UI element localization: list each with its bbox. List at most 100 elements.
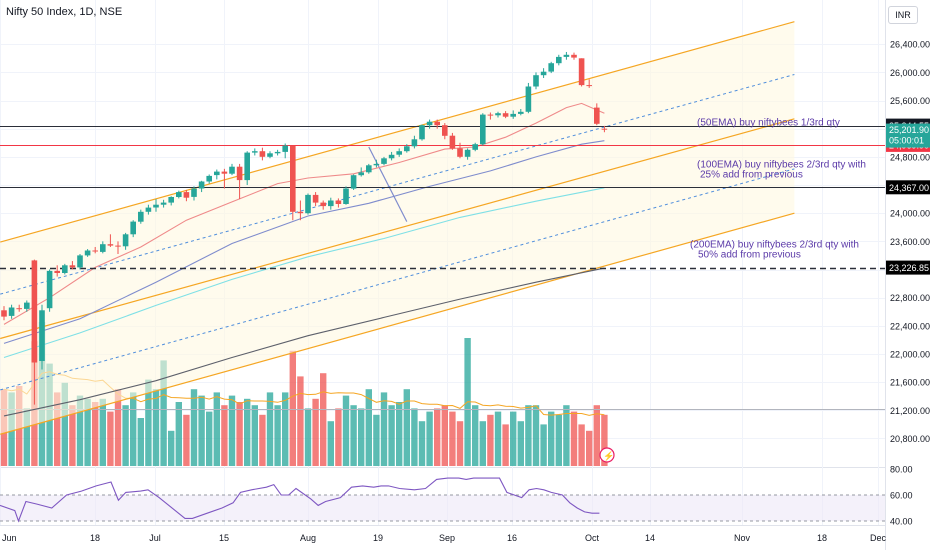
candle-body bbox=[320, 202, 326, 207]
volume-bar bbox=[282, 392, 289, 466]
price-axis-label: 23,600.00 bbox=[890, 237, 930, 247]
price-axis-label: 26,400.00 bbox=[890, 40, 930, 50]
volume-bar bbox=[388, 405, 395, 466]
candle bbox=[8, 304, 15, 319]
channel-mid-lower-line[interactable] bbox=[0, 168, 795, 391]
candle bbox=[138, 209, 144, 224]
price-level-tag[interactable]: 23,226.85 bbox=[886, 260, 930, 275]
candle bbox=[404, 144, 410, 153]
price-axis-label: 21,600.00 bbox=[890, 378, 930, 388]
candle-body bbox=[229, 166, 235, 174]
volume-bar bbox=[601, 414, 608, 466]
channel-lower-line[interactable] bbox=[0, 212, 795, 435]
volume-bar bbox=[563, 405, 570, 466]
candle bbox=[457, 142, 463, 159]
candle bbox=[198, 180, 205, 193]
volume-bar bbox=[244, 398, 251, 466]
volume-bar bbox=[198, 395, 205, 466]
channel-mid-upper-line[interactable] bbox=[0, 74, 795, 295]
candle-body bbox=[335, 200, 342, 204]
candle-body bbox=[107, 244, 114, 246]
rsi-band bbox=[0, 495, 885, 521]
candle-body bbox=[1, 310, 7, 317]
candle-body bbox=[252, 151, 258, 153]
candle bbox=[39, 304, 45, 370]
volume-bar bbox=[99, 398, 106, 466]
candle-body bbox=[84, 250, 91, 256]
volume-bar bbox=[449, 411, 456, 466]
alert-icon[interactable]: ⚡ bbox=[599, 447, 615, 463]
candle-body bbox=[145, 207, 152, 212]
candle bbox=[495, 111, 501, 118]
candle bbox=[525, 82, 532, 114]
volume-bar bbox=[69, 405, 76, 466]
candle-body bbox=[267, 153, 273, 157]
candle-body bbox=[160, 202, 167, 205]
candle-body bbox=[214, 171, 220, 176]
candle bbox=[77, 254, 83, 270]
volume-bar bbox=[327, 421, 334, 466]
candle bbox=[578, 58, 585, 87]
channel-median-line[interactable] bbox=[0, 118, 795, 340]
candle-body bbox=[343, 188, 349, 204]
candle bbox=[449, 132, 456, 150]
candle-body bbox=[54, 270, 60, 273]
volume-bar bbox=[593, 405, 600, 466]
candle-body bbox=[31, 260, 38, 363]
candle-body bbox=[358, 172, 364, 176]
candle-body bbox=[495, 113, 501, 116]
volume-bar bbox=[251, 405, 258, 466]
candle bbox=[366, 163, 372, 174]
candle-body bbox=[396, 151, 402, 155]
volume-bar bbox=[411, 408, 418, 466]
candle-body bbox=[594, 107, 600, 124]
rsi-line bbox=[0, 477, 600, 523]
candle-body bbox=[502, 113, 509, 117]
volume-bar bbox=[23, 408, 30, 466]
volume-bar bbox=[578, 424, 585, 466]
candle-body bbox=[540, 71, 547, 76]
candle-body bbox=[244, 152, 250, 181]
candle-body bbox=[381, 158, 387, 164]
channel-upper-line[interactable] bbox=[0, 21, 795, 243]
candle-body bbox=[571, 54, 577, 58]
trend-line[interactable] bbox=[368, 146, 408, 222]
level-annotation: (100EMA) buy niftybees 2/3rd qty with bbox=[697, 159, 866, 170]
volume-bar bbox=[380, 392, 388, 466]
candle bbox=[335, 198, 342, 208]
candle bbox=[533, 72, 539, 90]
price-level-tag[interactable]: 24,367.00 bbox=[886, 180, 930, 195]
candle bbox=[1, 306, 7, 321]
volume-bar bbox=[304, 408, 312, 466]
candle bbox=[297, 200, 304, 221]
volume-bar bbox=[517, 421, 524, 466]
candle-body bbox=[388, 154, 395, 159]
candle-body bbox=[191, 188, 197, 197]
volume-bar bbox=[472, 405, 479, 466]
alert-icon-ring[interactable] bbox=[599, 447, 615, 463]
candle-body bbox=[77, 255, 83, 268]
volume-bar bbox=[213, 392, 220, 466]
candle bbox=[259, 147, 266, 161]
volume-bar bbox=[456, 421, 464, 466]
volume-bar bbox=[130, 392, 137, 466]
time-axis-label: Jun bbox=[2, 533, 17, 543]
candle bbox=[426, 119, 433, 129]
candle bbox=[502, 111, 509, 119]
candle-body bbox=[442, 125, 448, 136]
candle bbox=[601, 125, 608, 133]
candle bbox=[46, 269, 53, 312]
volume-bar bbox=[236, 402, 243, 466]
candle bbox=[373, 159, 380, 168]
currency-selector[interactable]: INR bbox=[888, 6, 918, 24]
rsi-axis-label: 80.00 bbox=[890, 465, 913, 475]
candle bbox=[191, 186, 197, 201]
price-axis-label: 25,600.00 bbox=[890, 96, 930, 106]
candle bbox=[236, 163, 243, 200]
volume-bar bbox=[54, 392, 61, 466]
candle-body bbox=[518, 111, 524, 114]
candle bbox=[221, 168, 228, 189]
